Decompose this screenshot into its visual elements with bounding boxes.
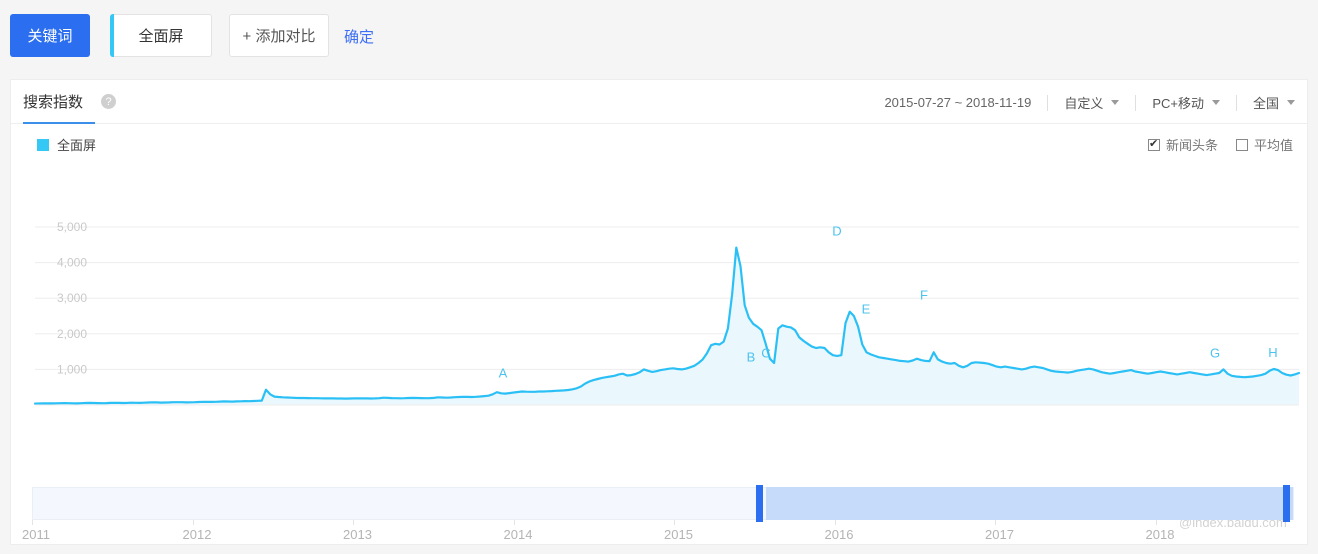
legend-color-swatch [37,138,49,151]
tab-search-index[interactable]: 搜索指数 [23,94,84,111]
line-chart: 5,0004,0003,0002,0001,000ABCDEFGH2016-01… [33,220,1301,500]
chevron-down-icon [1211,100,1220,105]
tab-active-underline [23,122,95,124]
svg-text:F: F [920,288,928,303]
search-term-chip[interactable]: 全面屏 [110,14,212,57]
svg-text:D: D [832,224,841,239]
card-header: 搜索指数 ? 2015-07-27 ~ 2018-11-19 自定义 PC+移动… [11,80,1307,124]
chart-plot-area[interactable]: 5,0004,0003,0002,0001,000ABCDEFGH2016-01… [11,160,1309,530]
confirm-link[interactable]: 确定 [344,29,375,46]
checkbox-average-label: 平均值 [1253,138,1293,153]
timeline-year-2011: 2011 [22,527,50,542]
svg-text:B: B [747,350,756,365]
device-dropdown[interactable]: PC+移动 [1152,93,1220,112]
timeline-tick [192,520,194,525]
checkbox-checked-icon [1147,137,1160,151]
timeline-year-2012: 2012 [182,527,212,542]
chevron-down-icon [1287,100,1295,105]
timeline-year-2014: 2014 [503,527,533,542]
timeline-tick [995,520,996,525]
timeline-handle-right[interactable] [1283,485,1290,522]
svg-text:4,000: 4,000 [57,256,87,270]
search-term-label: 全面屏 [138,28,184,45]
timeline-year-2018: 2018 [1145,527,1175,542]
svg-text:A: A [499,366,508,381]
timeline-selection[interactable] [766,487,1293,520]
checkbox-average[interactable]: 平均值 [1235,135,1293,154]
add-compare-button[interactable]: + 添加对比 [229,14,329,57]
timeline-year-2016: 2016 [824,527,854,542]
legend-item-term[interactable]: 全面屏 [37,135,96,154]
question-mark-icon[interactable]: ? [101,94,116,109]
svg-text:1,000: 1,000 [57,362,87,376]
svg-text:3,000: 3,000 [57,291,87,305]
timeline-handle-left[interactable] [756,485,763,522]
divider [1235,94,1237,111]
period-dropdown-label: 自定义 [1064,96,1104,111]
divider [1047,94,1049,111]
svg-text:H: H [1268,345,1277,360]
period-dropdown[interactable]: 自定义 [1064,93,1120,112]
chart-options: 新闻头条 平均值 [1130,135,1293,154]
search-index-card: 搜索指数 ? 2015-07-27 ~ 2018-11-19 自定义 PC+移动… [10,79,1308,545]
checkbox-news-headlines[interactable]: 新闻头条 [1147,135,1218,154]
svg-text:C: C [761,345,770,360]
checkbox-unchecked-icon [1235,138,1248,151]
timeline-year-2017: 2017 [985,527,1014,542]
header-controls: 2015-07-27 ~ 2018-11-19 自定义 PC+移动 全国 [884,93,1295,112]
device-dropdown-label: PC+移动 [1152,96,1204,111]
region-dropdown-label: 全国 [1252,96,1279,111]
svg-text:E: E [862,301,871,316]
timeline-tick [32,520,33,525]
keyword-button[interactable]: 关键词 [10,14,90,57]
timeline-tick [353,520,354,525]
timeline-year-2015: 2015 [664,527,693,542]
svg-text:G: G [1210,345,1220,360]
divider [1135,94,1137,111]
date-range-label: 2015-07-27 ~ 2018-11-19 [884,95,1032,110]
svg-text:2,000: 2,000 [57,327,87,341]
top-toolbar: 关键词 全面屏 + 添加对比 确定 [0,0,1318,71]
timeline-tick [674,520,675,525]
timeline-tick [513,520,515,525]
timeline-slider[interactable]: 2011 2012 2013 2014 2015 2016 2017 2018 [10,483,1308,549]
checkbox-news-label: 新闻头条 [1165,138,1218,153]
timeline-year-2013: 2013 [343,527,372,542]
svg-text:5,000: 5,000 [57,220,87,234]
legend-label: 全面屏 [57,138,97,153]
timeline-tick [834,520,836,525]
timeline-tick [1155,520,1157,525]
legend-row: 全面屏 新闻头条 平均值 [11,124,1307,160]
region-dropdown[interactable]: 全国 [1253,93,1295,112]
chevron-down-icon [1111,100,1120,105]
